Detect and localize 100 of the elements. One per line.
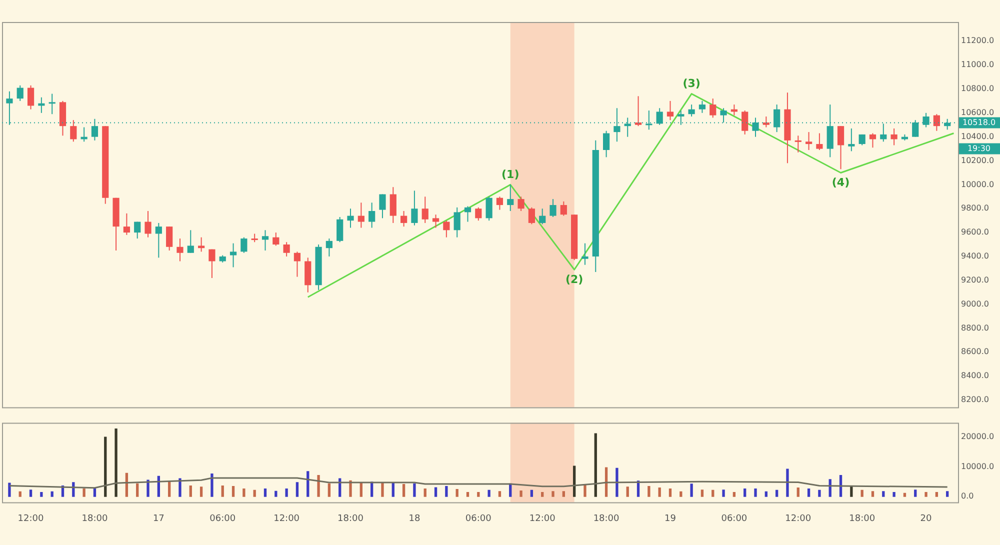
bar: [200, 486, 203, 497]
bar: [402, 484, 406, 497]
bar: [168, 482, 171, 497]
x-tick-label: 18: [408, 514, 420, 524]
candlestick: [272, 232, 280, 246]
text: 19:30: [967, 144, 991, 153]
x-tick-label: 18:00: [593, 514, 620, 524]
candlestick: [816, 132, 823, 150]
bar: [935, 492, 938, 497]
candlestick: [518, 196, 524, 212]
candlestick: [742, 110, 748, 135]
candlestick: [890, 128, 898, 146]
candlestick: [602, 130, 610, 158]
y-tick-label: 9400.0: [961, 252, 989, 261]
bar: [466, 492, 470, 497]
bar: [700, 490, 704, 497]
bar: [317, 475, 320, 497]
x-tick-label: 17: [152, 514, 164, 524]
bar: [712, 490, 714, 497]
candlestick: [294, 251, 301, 278]
bar: [744, 488, 746, 497]
y-tick-label: 10000.0: [961, 180, 994, 189]
bar: [732, 492, 736, 497]
x-tick-label: 12:00: [529, 514, 556, 524]
bar: [8, 482, 11, 497]
bar: [786, 468, 789, 497]
x-tick-label: 06:00: [465, 514, 492, 524]
bar: [274, 490, 278, 497]
bar: [488, 490, 490, 497]
x-tick-label: 12:00: [18, 514, 44, 524]
candlestick: [134, 221, 141, 240]
candlestick: [390, 186, 396, 224]
y-tick-label: 9200.0: [961, 275, 989, 284]
bar: [477, 492, 480, 497]
x-tick-label: 06:00: [210, 514, 236, 524]
bar: [18, 491, 22, 497]
bar: [562, 491, 565, 497]
y-tick-label: 20000.0: [961, 432, 994, 441]
candlestick: [762, 116, 770, 128]
bar: [114, 428, 118, 497]
bar: [722, 490, 725, 497]
bar: [40, 492, 43, 497]
bar: [626, 486, 629, 497]
bar: [445, 486, 448, 497]
candlestick: [422, 196, 428, 224]
x-tick-label: 19: [664, 514, 676, 524]
bar: [946, 491, 949, 497]
candlestick: [368, 202, 376, 228]
candlestick: [400, 210, 408, 228]
y-tick-label: 11200.0: [961, 36, 994, 46]
x-tick-label: 20: [920, 514, 932, 524]
bar: [104, 436, 107, 497]
bar: [392, 482, 394, 497]
bar: [882, 491, 885, 497]
candlestick: [187, 230, 194, 254]
bar: [498, 491, 502, 497]
bar: [520, 490, 522, 497]
y-tick-label: 9800.0: [961, 204, 989, 213]
bar: [680, 491, 682, 497]
y-tick-label: 10200.0: [961, 156, 994, 165]
y-tick-label: 10400.0: [961, 132, 994, 141]
candlestick: [805, 132, 812, 150]
candlestick: [336, 216, 344, 243]
candlestick: [666, 100, 674, 121]
bar: [914, 490, 917, 497]
bar: [296, 482, 299, 497]
candlestick: [486, 196, 492, 222]
candlestick: [59, 100, 66, 136]
y-tick-label: 8800.0: [961, 323, 989, 332]
candlestick: [240, 236, 248, 254]
bar: [136, 483, 139, 497]
candlestick: [475, 206, 482, 222]
bar: [456, 489, 458, 497]
candlestick: [634, 96, 642, 127]
annotation: (1): [502, 168, 520, 182]
candlestick: [432, 214, 440, 228]
bar: [541, 492, 544, 497]
candlestick: [454, 206, 460, 238]
bar: [413, 483, 416, 497]
candlestick: [411, 190, 418, 226]
candlestick: [16, 84, 24, 102]
y-tick-label: 9600.0: [961, 228, 989, 237]
candlestick: [550, 198, 556, 218]
x-tick-label: 06:00: [721, 514, 748, 524]
bar: [232, 486, 235, 497]
bar: [29, 490, 32, 497]
bar: [903, 492, 906, 497]
bar: [850, 486, 853, 497]
bar: [242, 488, 246, 497]
x-tick-label: 12:00: [274, 514, 300, 524]
bar: [434, 487, 438, 497]
bar: [648, 486, 650, 497]
bar: [796, 488, 800, 497]
bar: [210, 474, 214, 497]
ref-line-label: 10518.0: [962, 118, 996, 127]
bar: [690, 484, 693, 497]
annotation: (2): [565, 272, 584, 286]
candlestick: [208, 248, 216, 279]
candlestick: [198, 236, 205, 252]
bar: [604, 467, 608, 497]
